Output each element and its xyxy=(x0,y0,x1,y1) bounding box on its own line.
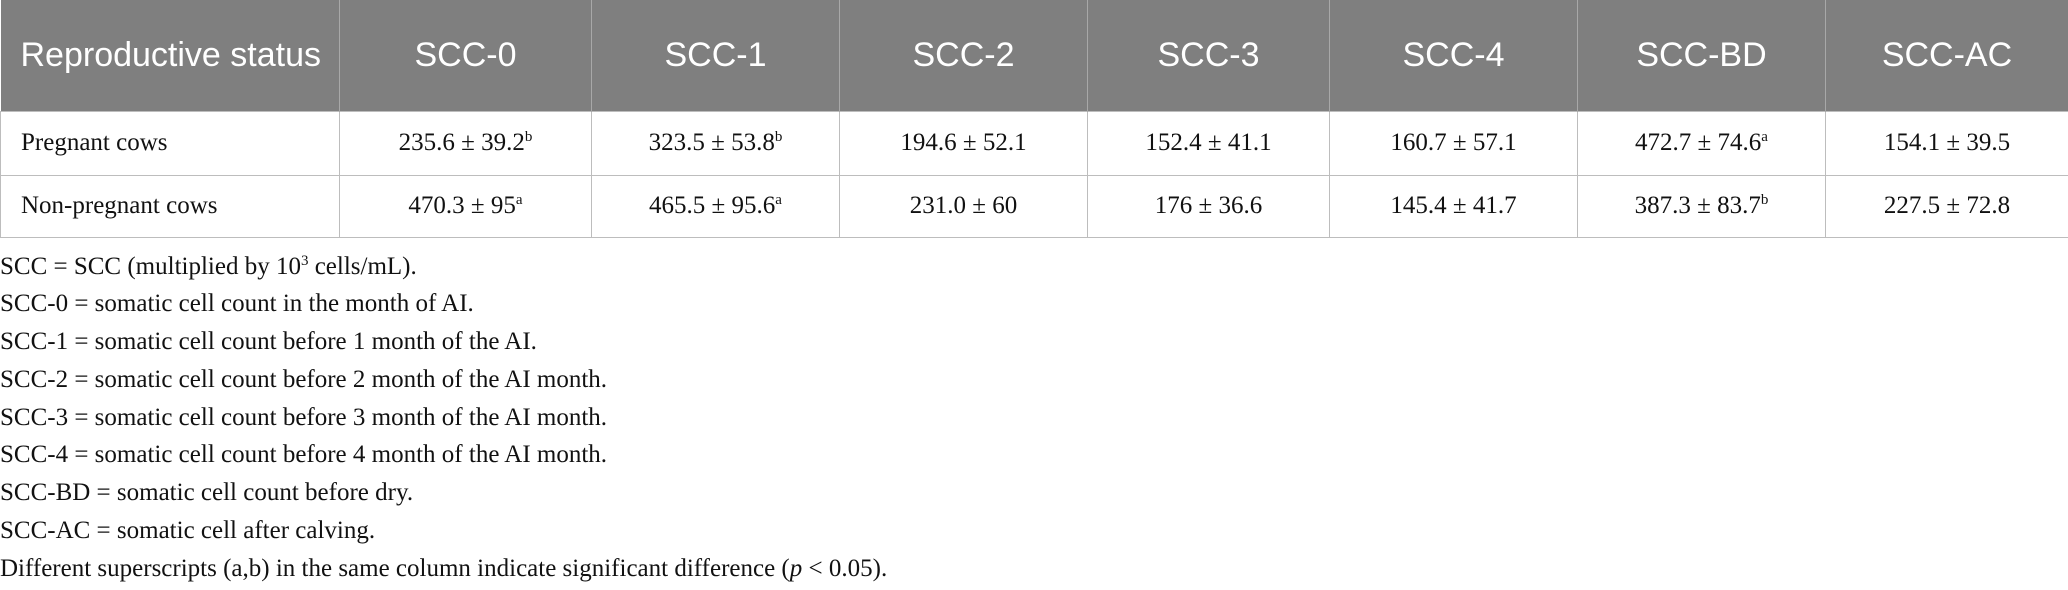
footnote-text: SCC = SCC (multiplied by 10 xyxy=(0,252,301,280)
cell: 176 ± 36.6 xyxy=(1087,174,1330,238)
footnote: SCC-2 = somatic cell count before 2 mont… xyxy=(0,361,2068,399)
header-cell: SCC-2 xyxy=(839,0,1088,111)
row-label: Non-pregnant cows xyxy=(0,174,340,238)
cell-value: 323.5 ± 53.8 xyxy=(648,129,775,156)
header-cell: SCC-BD xyxy=(1577,0,1826,111)
cell-value: 465.5 ± 95.6 xyxy=(649,192,776,219)
header-cell: SCC-4 xyxy=(1329,0,1578,111)
footnote-text: < 0.05). xyxy=(802,554,888,582)
header-cell: SCC-3 xyxy=(1087,0,1330,111)
row-label: Pregnant cows xyxy=(0,110,340,176)
footnote: SCC-AC = somatic cell after calving. xyxy=(0,512,2068,550)
superscript: b xyxy=(524,129,533,145)
cell-value: 235.6 ± 39.2 xyxy=(398,129,525,156)
footnote-text: SCC-1 = somatic cell count before 1 mont… xyxy=(0,328,537,355)
footnote-text: Different superscripts (a,b) in the same… xyxy=(0,554,790,582)
footnote: SCC-0 = somatic cell count in the month … xyxy=(0,285,2068,323)
cell: 387.3 ± 83.7b xyxy=(1577,174,1826,238)
table-row: Non-pregnant cows 470.3 ± 95a 465.5 ± 95.6… xyxy=(0,174,2068,238)
footnote-text: SCC-2 = somatic cell count before 2 mont… xyxy=(0,365,608,393)
footnote-text: cells/mL). xyxy=(308,252,417,280)
footnote-text: SCC-BD = somatic cell count before dry. xyxy=(0,479,414,506)
superscript: a xyxy=(1761,129,1768,145)
cell-value: 472.7 ± 74.6 xyxy=(1635,129,1762,156)
cell: 323.5 ± 53.8b xyxy=(591,110,840,176)
cell: 472.7 ± 74.6a xyxy=(1577,110,1826,176)
cell: 465.5 ± 95.6a xyxy=(591,174,840,238)
footnote-text: SCC-0 = somatic cell count in the month … xyxy=(0,290,474,318)
table-row: Pregnant cows 235.6 ± 39.2b 323.5 ± 53.8b 1… xyxy=(0,110,2068,176)
data-table: Reproductive status SCC-0 SCC-1 SCC-2 SCC-3 S… xyxy=(0,0,2068,238)
footnote: SCC-4 = somatic cell count before 4 mont… xyxy=(0,436,2068,474)
cell: 152.4 ± 41.1 xyxy=(1087,110,1330,176)
footnote: SCC-BD = somatic cell count before dry. xyxy=(0,474,2068,512)
cell: 160.7 ± 57.1 xyxy=(1329,110,1578,176)
footnote-text: SCC-4 = somatic cell count before 4 mont… xyxy=(0,441,608,469)
superscript: a xyxy=(515,192,523,208)
footnote-italic: p xyxy=(789,554,803,582)
cell: 227.5 ± 72.8 xyxy=(1825,174,2068,238)
cell: 154.1 ± 39.5 xyxy=(1825,110,2068,176)
footnotes: SCC = SCC (multiplied by 103 cells/mL). S… xyxy=(0,248,2068,588)
superscript: b xyxy=(1760,192,1769,208)
cell: 470.3 ± 95a xyxy=(339,174,592,238)
cell: 235.6 ± 39.2b xyxy=(339,110,592,176)
footnote: Different superscripts (a,b) in the same… xyxy=(0,550,2068,588)
footnote-text: SCC-AC = somatic cell after calving. xyxy=(0,516,376,544)
cell: 145.4 ± 41.7 xyxy=(1329,174,1578,238)
cell-value: 470.3 ± 95 xyxy=(408,192,516,219)
superscript: b xyxy=(774,129,783,145)
header-cell: SCC-AC xyxy=(1825,0,2068,111)
footnote-sup: 3 xyxy=(300,252,309,269)
header-cell: SCC-1 xyxy=(591,0,840,111)
footnote: SCC = SCC (multiplied by 103 cells/mL). xyxy=(0,248,2068,286)
footnote-text: SCC-3 = somatic cell count before 3 mont… xyxy=(0,403,608,431)
superscript: a xyxy=(775,192,782,208)
table-body: Pregnant cows 235.6 ± 39.2b 323.5 ± 53.8b 1… xyxy=(0,110,2068,238)
footnote: SCC-3 = somatic cell count before 3 mont… xyxy=(0,399,2068,437)
header-cell: SCC-0 xyxy=(339,0,592,111)
cell: 194.6 ± 52.1 xyxy=(839,110,1088,176)
cell: 231.0 ± 60 xyxy=(839,174,1088,238)
cell-value: 387.3 ± 83.7 xyxy=(1634,192,1761,219)
header-cell: Reproductive status xyxy=(0,0,340,111)
footnote: SCC-1 = somatic cell count before 1 mont… xyxy=(0,323,2068,361)
header-row: Reproductive status SCC-0 SCC-1 SCC-2 SCC-3 S… xyxy=(0,0,2068,111)
